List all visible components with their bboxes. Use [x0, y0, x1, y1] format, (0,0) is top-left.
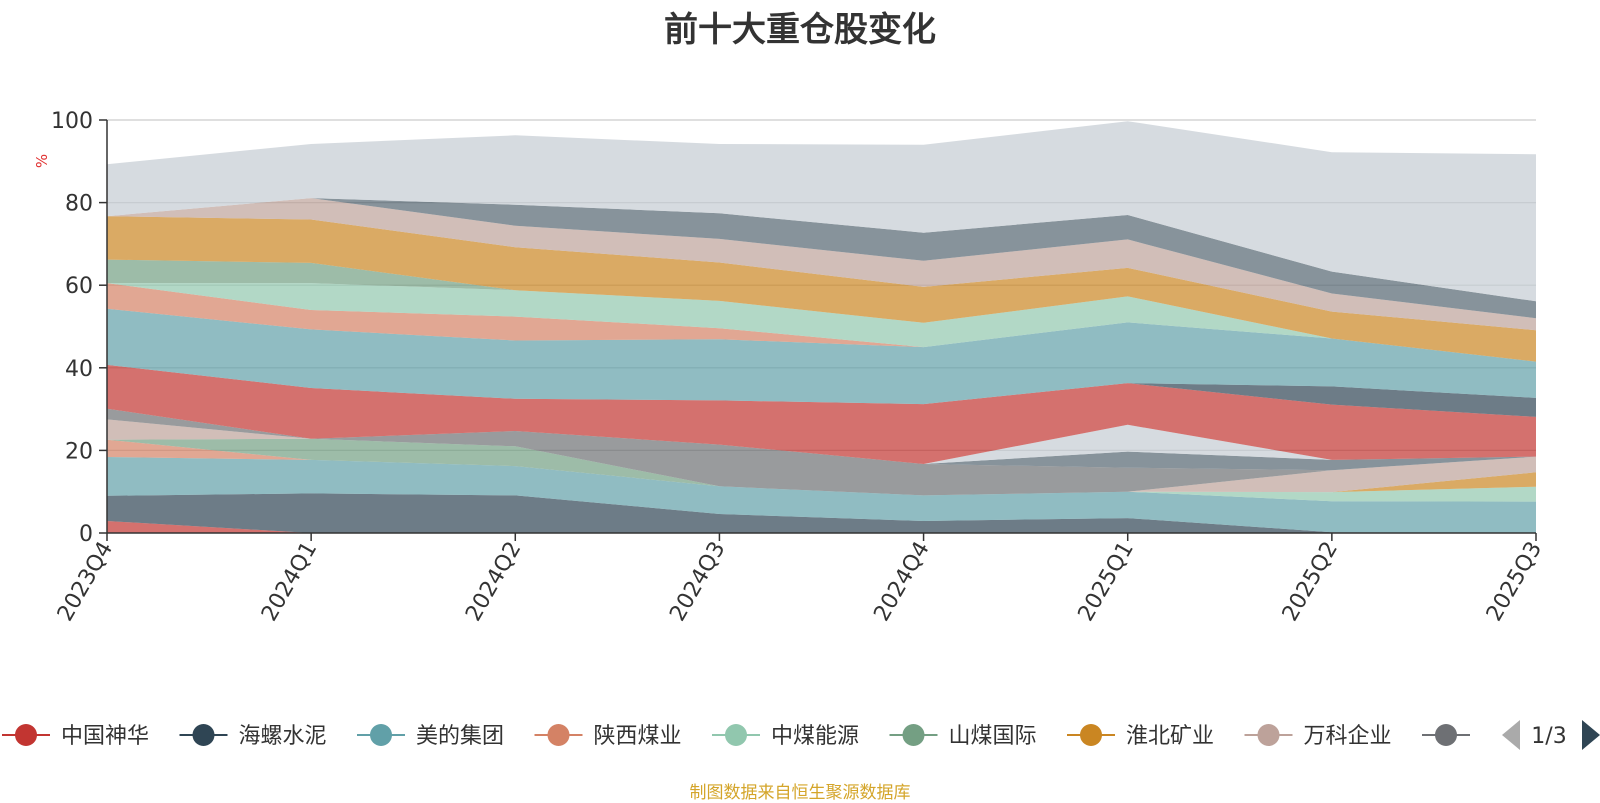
- legend-circle-icon: [902, 724, 925, 746]
- area-series-9[interactable]: [107, 408, 1536, 471]
- area-series-17[interactable]: [107, 216, 1536, 362]
- x-tick-label: 2024Q4: [869, 538, 934, 626]
- legend: 中国神华 海螺水泥 美的集团 陕西煤业 中煤能源 山煤国际 淮北矿业 万科企业 中国建筑: [2, 724, 1569, 749]
- legend-item[interactable]: 美的集团: [357, 724, 504, 749]
- legend-circle-icon: [192, 724, 215, 746]
- legend-circle-icon: [1435, 724, 1457, 746]
- y-tick-label: 20: [65, 439, 93, 464]
- x-tick-label: 2025Q2: [1278, 538, 1343, 626]
- x-tick-label: 2023Q4: [53, 538, 118, 626]
- legend-circle-icon: [1257, 724, 1280, 746]
- area-series-12[interactable]: [107, 364, 1536, 417]
- area-series-0[interactable]: [107, 521, 1536, 533]
- legend-item[interactable]: 海螺水泥: [179, 724, 327, 749]
- legend-label: 万科企业: [1304, 724, 1392, 749]
- legend-item[interactable]: 山煤国际: [889, 724, 1037, 749]
- legend-label: 中国神华: [61, 724, 149, 749]
- legend-item[interactable]: 万科企业: [1244, 724, 1392, 749]
- legend-circle-icon: [547, 724, 570, 746]
- area-series-1[interactable]: [107, 493, 1536, 533]
- legend-next-page-icon[interactable]: [1582, 720, 1600, 750]
- legend-circle-icon: [15, 724, 37, 746]
- x-tick-label: 2024Q2: [461, 538, 526, 626]
- area-series-6[interactable]: [107, 438, 1536, 496]
- area-series-19[interactable]: [107, 198, 1536, 319]
- area-series-13[interactable]: [107, 308, 1536, 405]
- legend-label: 陕西煤业: [594, 724, 682, 749]
- legend-label: 淮北矿业: [1126, 724, 1214, 749]
- x-tick-label: 2025Q3: [1482, 538, 1547, 626]
- y-axis-unit-label: %: [33, 154, 51, 168]
- legend-label: 中煤能源: [771, 724, 859, 749]
- legend-label: 海螺水泥: [239, 724, 327, 749]
- legend-circle-icon: [1080, 724, 1102, 746]
- legend-item[interactable]: 中国神华: [2, 724, 149, 749]
- area-series-5[interactable]: [107, 438, 1536, 496]
- legend-pager: 1/3: [1502, 720, 1600, 750]
- x-tick-label: 2024Q1: [257, 538, 322, 626]
- area-series-14[interactable]: [107, 283, 1536, 362]
- legend-label: 美的集团: [416, 724, 504, 749]
- area-series-16[interactable]: [107, 259, 1536, 362]
- legend-page-indicator: 1/3: [1531, 724, 1566, 749]
- legend-prev-page-icon[interactable]: [1502, 720, 1520, 750]
- x-tick-label: 2025Q1: [1074, 538, 1139, 626]
- legend-item[interactable]: 陕西煤业: [534, 724, 682, 749]
- area-series-4[interactable]: [107, 439, 1536, 502]
- y-tick-label: 60: [65, 274, 93, 299]
- y-tick-label: 100: [51, 109, 93, 134]
- legend-label: 山煤国际: [949, 724, 1037, 749]
- y-tick-label: 80: [65, 192, 93, 217]
- area-series-10[interactable]: [107, 408, 1536, 464]
- area-series-18[interactable]: [107, 198, 1536, 331]
- chart-title: 前十大重仓股变化: [664, 10, 936, 50]
- legend-circle-icon: [370, 724, 392, 746]
- y-tick-label: 0: [79, 522, 93, 547]
- legend-item[interactable]: 中煤能源: [712, 724, 859, 749]
- legend-item[interactable]: 淮北矿业: [1067, 724, 1214, 749]
- x-tick-label: 2024Q3: [665, 538, 730, 626]
- legend-circle-icon: [725, 724, 747, 746]
- area-series-8[interactable]: [107, 408, 1536, 496]
- area-series-20[interactable]: [107, 121, 1536, 302]
- y-tick-label: 40: [65, 357, 93, 382]
- area-series-15[interactable]: [107, 283, 1536, 362]
- area-series-2[interactable]: [107, 457, 1536, 533]
- legend-item[interactable]: 中国建筑: [1422, 724, 1569, 749]
- axes: [106, 120, 1536, 534]
- source-note: 制图数据来自恒生聚源数据库: [689, 783, 911, 803]
- area-series-11[interactable]: [107, 364, 1536, 464]
- stacked-areas: [107, 121, 1536, 533]
